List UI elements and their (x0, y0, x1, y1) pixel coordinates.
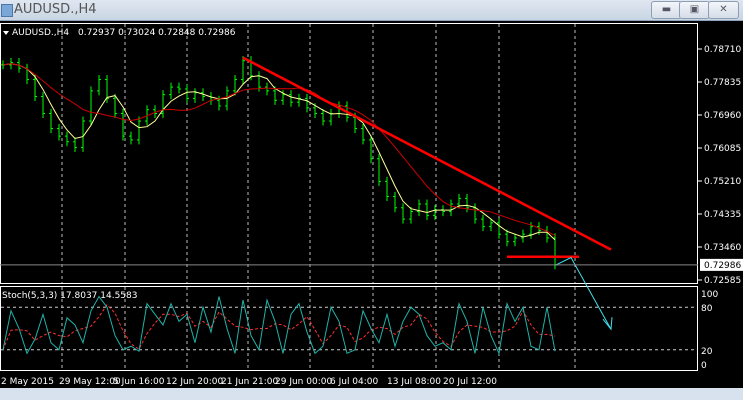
current-price-label: 0.72986 (704, 261, 741, 271)
price-tick-label: 0.72585 (704, 276, 741, 286)
time-axis-label: 13 Jul 08:00 (387, 377, 441, 387)
dropdown-icon[interactable] (3, 31, 9, 35)
price-tick-label: 0.78710 (704, 45, 741, 55)
price-tick-label: 0.76960 (704, 111, 741, 121)
minimize-icon: ▬ (661, 4, 672, 15)
forecast-arrow (554, 256, 612, 330)
time-axis-label: 21 Jun 21:00 (221, 377, 278, 387)
price-tick-label: 0.73460 (704, 243, 741, 253)
time-axis-label: 5 Jun 16:00 (113, 377, 165, 387)
indicator-header: Stoch(5,3,3) 17.8037 14.5583 (2, 291, 137, 301)
close-icon: ✕ (719, 4, 728, 15)
bottom-tab-bar (0, 388, 743, 400)
stoch-level-label: 80 (701, 304, 713, 314)
stoch-level-label: 20 (701, 347, 713, 357)
stoch-level-label: 0 (701, 361, 707, 371)
price-tick-label: 0.75210 (704, 177, 741, 187)
price-tick-label: 0.74335 (704, 210, 741, 220)
chart-header-ohlc: 0.72937 0.73024 0.72848 0.72986 (78, 28, 236, 38)
chart-header-symbol: AUDUSD.,H4 (12, 28, 69, 38)
main-plot-frame (0, 23, 698, 284)
indicator-plot-frame (0, 286, 698, 371)
time-axis-label: 2 May 2015 (1, 377, 54, 387)
stoch-main-line (2, 295, 556, 356)
time-axis-label: 12 Jun 20:00 (166, 377, 223, 387)
restore-button[interactable]: ▣ (679, 1, 710, 19)
fast-moving-average (2, 63, 556, 241)
restore-icon: ▣ (689, 4, 700, 15)
stoch-level-label: 100 (701, 290, 718, 300)
price-tick-label: 0.76085 (704, 144, 741, 154)
arrow-head-icon (602, 317, 613, 331)
time-axis-label: 20 Jul 12:00 (443, 377, 497, 387)
time-axis-label: 6 Jul 04:00 (330, 377, 379, 387)
stoch-signal-line (2, 304, 556, 350)
chart-window-icon (1, 4, 13, 17)
time-axis-label: 29 May 12:00 (59, 377, 121, 387)
window-title: AUDUSD.,H4 (14, 2, 97, 17)
price-tick-label: 0.77835 (704, 78, 741, 88)
time-axis-label: 29 Jun 00:00 (275, 377, 332, 387)
slow-moving-average (2, 63, 556, 237)
close-button[interactable]: ✕ (708, 1, 739, 19)
window-title-bar: AUDUSD.,H4 ▬ ▣ ✕ (0, 0, 743, 21)
current-price-box (700, 258, 743, 271)
trendline (242, 56, 612, 251)
